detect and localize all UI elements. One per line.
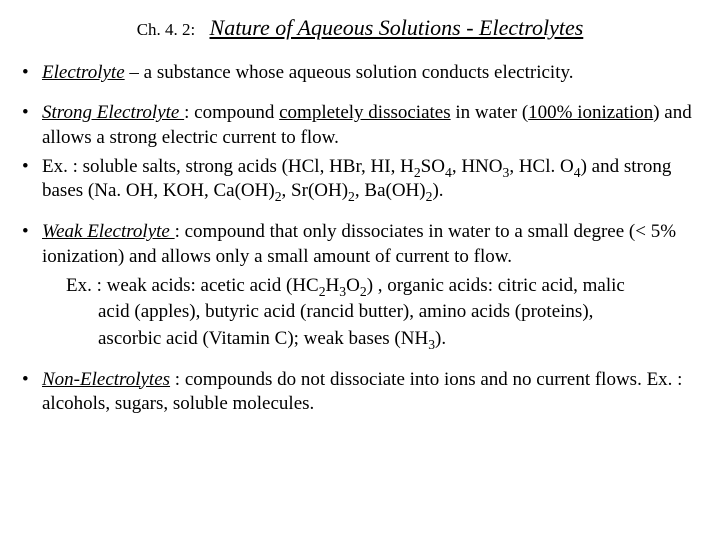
text: ). — [435, 328, 446, 349]
subscript: 2 — [319, 283, 326, 298]
weak-example-line3: acid (apples), butyric acid (rancid butt… — [42, 300, 702, 325]
page-header: Ch. 4. 2: Nature of Aqueous Solutions - … — [18, 14, 702, 43]
subscript: 4 — [574, 165, 581, 180]
bullet-strong-electrolyte: Strong Electrolyte : compound completely… — [18, 101, 702, 150]
def-electrolyte: – a substance whose aqueous solution con… — [125, 62, 574, 83]
term-strong-electrolyte: Strong Electrolyte — [42, 102, 184, 123]
text: in water ( — [451, 102, 529, 123]
term-electrolyte: Electrolyte — [42, 62, 125, 83]
weak-example-line4: ascorbic acid (Vitamin C); weak bases (N… — [42, 327, 702, 352]
text-underline: completely dissociates — [279, 102, 450, 123]
text: , Sr(OH) — [282, 180, 349, 201]
subscript: 2 — [348, 189, 355, 204]
text: ). — [432, 180, 443, 201]
text-underline: 100% ionization — [528, 102, 653, 123]
page-title: Nature of Aqueous Solutions - Electrolyt… — [210, 15, 584, 40]
text: ascorbic acid (Vitamin C); weak bases (N… — [98, 328, 428, 349]
subscript: 2 — [275, 189, 282, 204]
text: ) , organic acids: citric acid, malic — [367, 275, 625, 296]
bullet-weak-electrolyte: Weak Electrolyte : compound that only di… — [18, 220, 702, 351]
text: H — [326, 275, 340, 296]
content-list: Electrolyte – a substance whose aqueous … — [18, 61, 702, 417]
text: , HCl. O — [509, 156, 573, 177]
bullet-non-electrolytes: Non-Electrolytes : compounds do not diss… — [18, 368, 702, 417]
bullet-strong-examples: Ex. : soluble salts, strong acids (HCl, … — [18, 155, 702, 204]
text: Ex. : weak acids: acetic acid (HC — [66, 275, 319, 296]
text: SO — [421, 156, 445, 177]
bullet-electrolyte: Electrolyte – a substance whose aqueous … — [18, 61, 702, 86]
subscript: 2 — [360, 283, 367, 298]
text: , Ba(OH) — [355, 180, 426, 201]
text: Ex. : soluble salts, strong acids (HCl, … — [42, 156, 414, 177]
term-non-electrolytes: Non-Electrolytes — [42, 369, 170, 390]
subscript: 4 — [445, 165, 452, 180]
chapter-label: Ch. 4. 2: — [137, 20, 196, 39]
text: : compound — [184, 102, 279, 123]
text: , HNO — [452, 156, 503, 177]
subscript: 2 — [414, 165, 421, 180]
term-weak-electrolyte: Weak Electrolyte — [42, 221, 175, 242]
weak-example-line2: Ex. : weak acids: acetic acid (HC2H3O2) … — [42, 274, 702, 299]
text: O — [346, 275, 360, 296]
